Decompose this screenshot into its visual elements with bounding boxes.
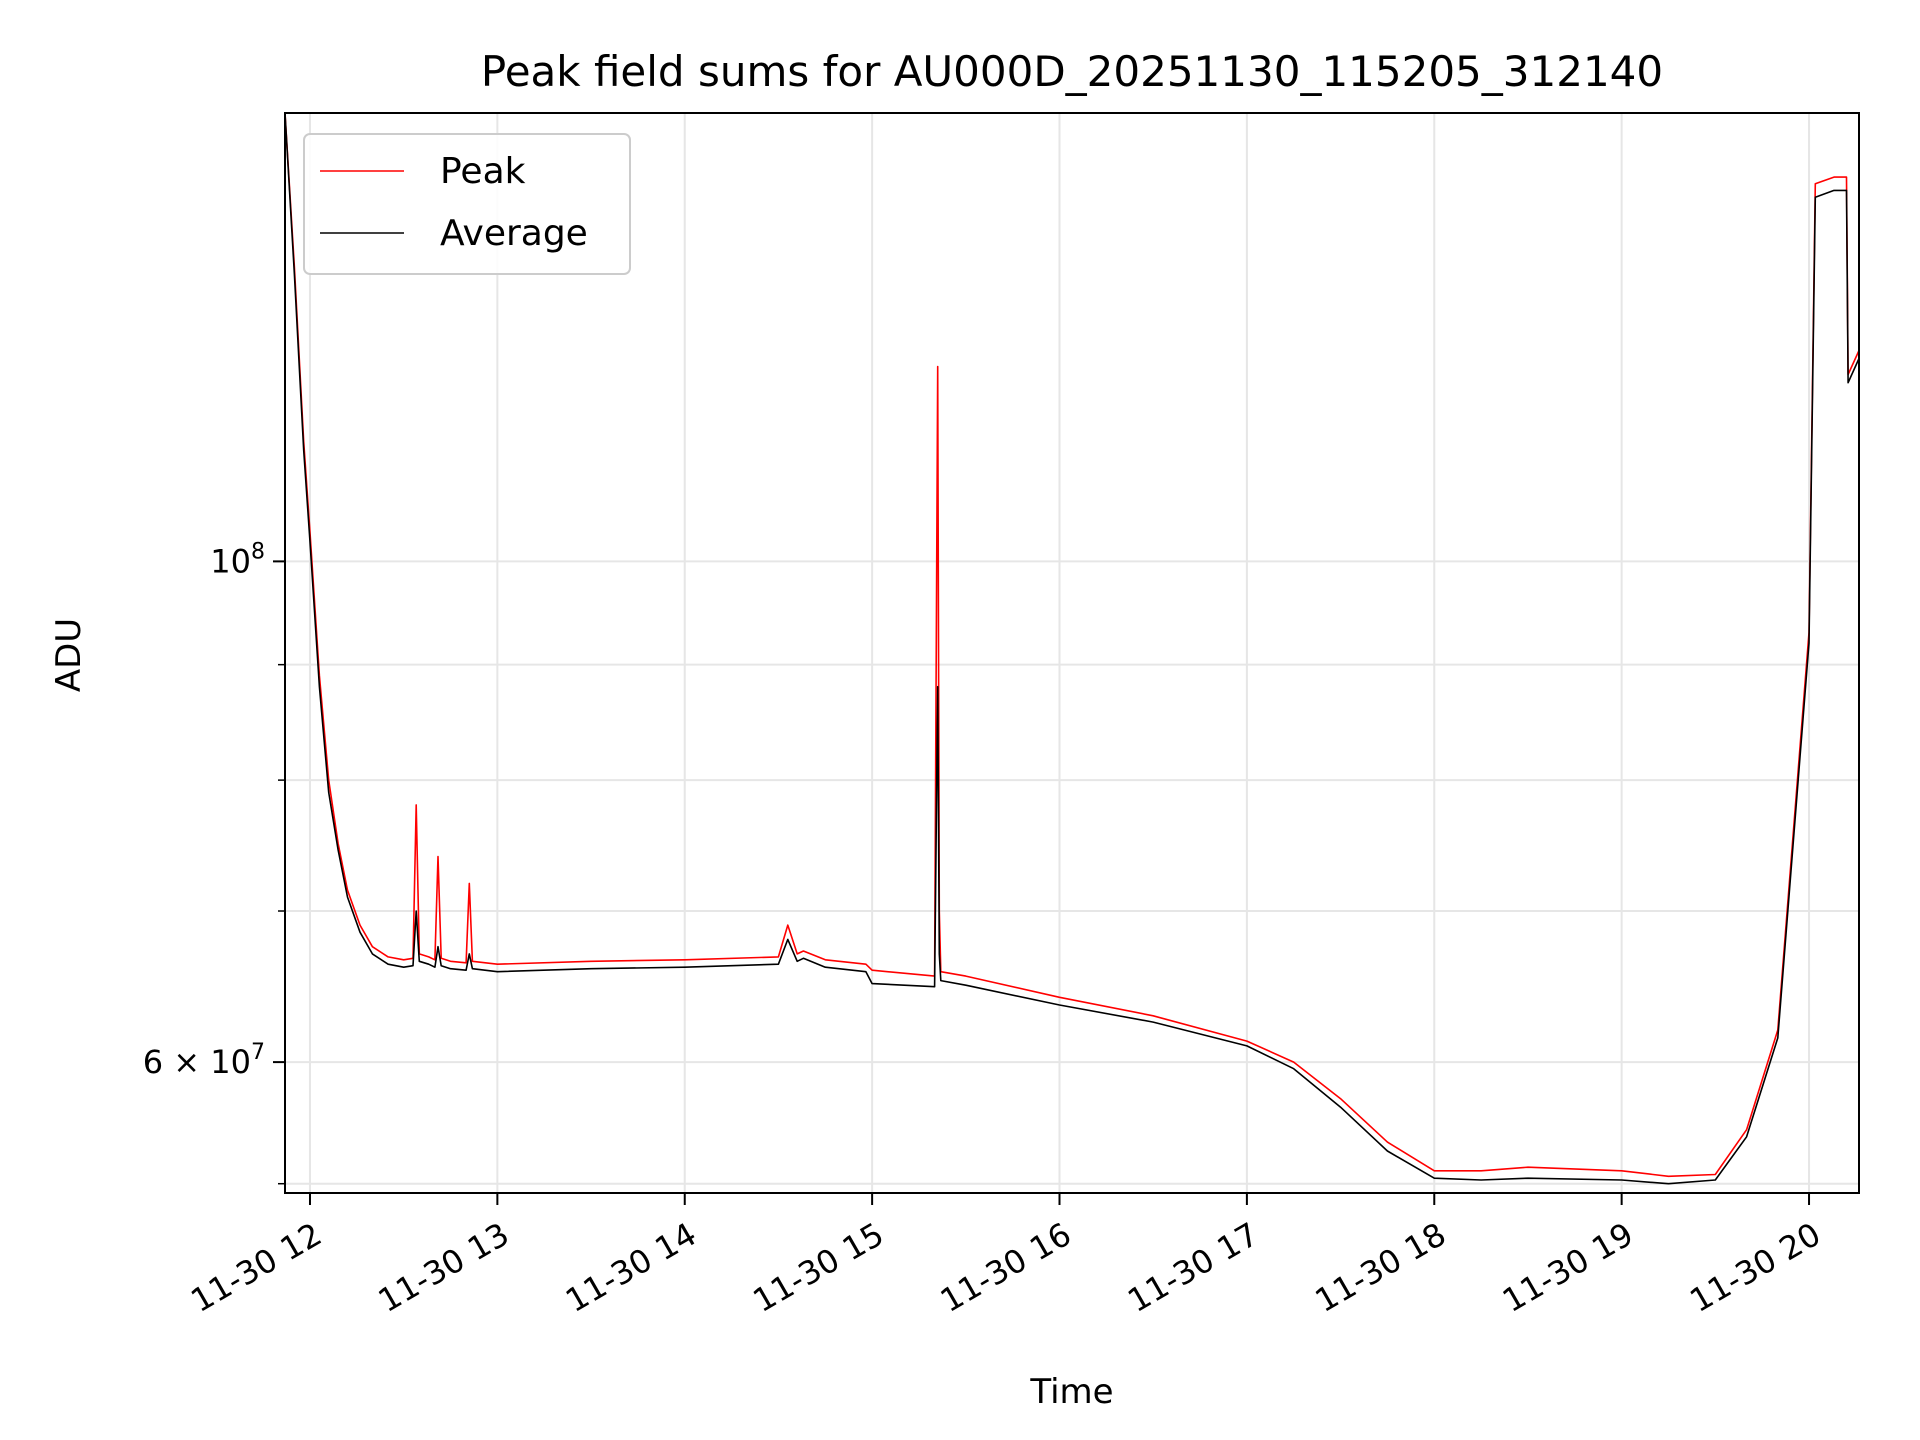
y-axis-label: ADU <box>49 618 89 692</box>
y-tick-label-exponent: 8 <box>251 539 265 564</box>
legend-label-average: Average <box>440 213 588 254</box>
legend-box <box>303 133 631 275</box>
y-tick-label-exponent: 7 <box>251 1040 265 1065</box>
chart-title: Peak field sums for AU000D_20251130_1152… <box>481 47 1663 96</box>
legend-label-peak: Peak <box>440 151 526 192</box>
x-axis-label: Time <box>1029 1372 1113 1412</box>
legend: Peak Average <box>303 133 631 275</box>
series-line-peak <box>284 112 1860 1178</box>
grid <box>285 113 1859 1193</box>
plot-frame <box>284 112 1860 1194</box>
series-line-average <box>284 112 1860 1185</box>
y-tick-label: 6 × 107 <box>143 1040 265 1081</box>
series-lines <box>284 112 1860 1185</box>
